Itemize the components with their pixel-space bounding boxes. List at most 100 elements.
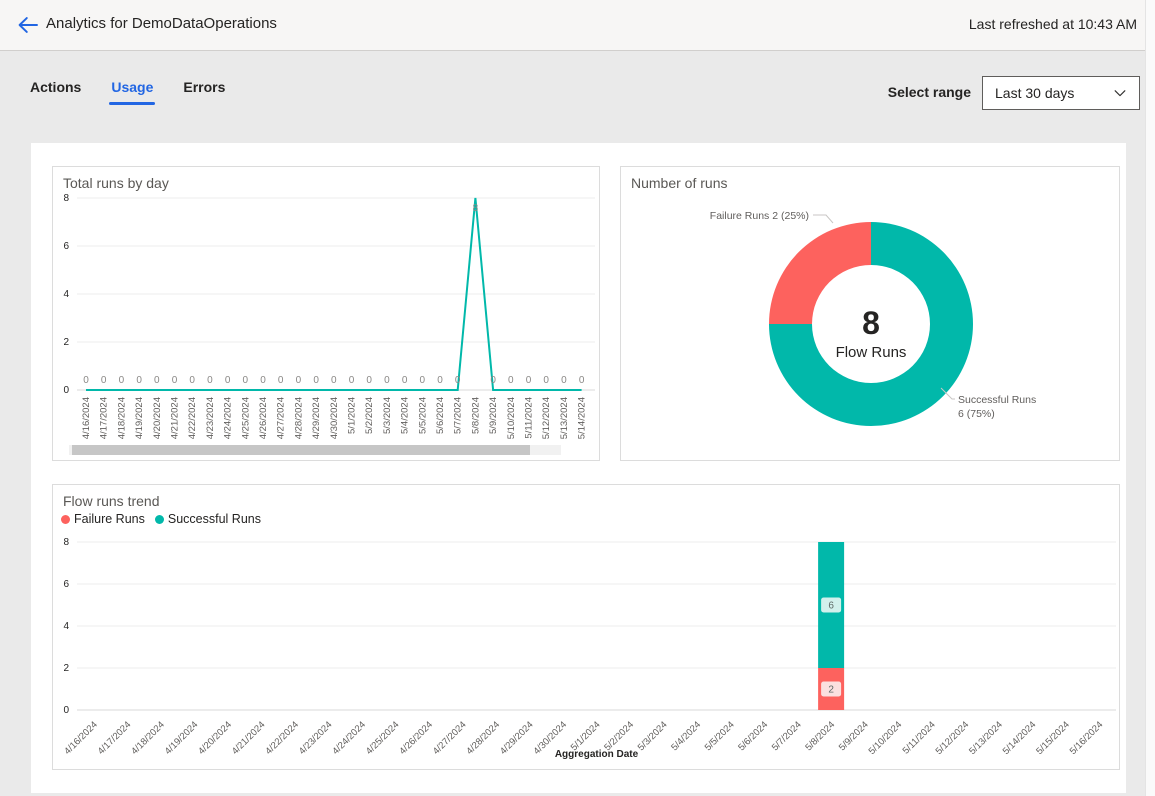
svg-text:8: 8 [473, 203, 479, 214]
page-vertical-scrollbar[interactable] [1145, 0, 1155, 796]
failure-label-leader-line [813, 214, 834, 224]
success-label-leader-line [940, 387, 955, 400]
back-arrow-icon[interactable] [16, 13, 40, 37]
svg-text:0: 0 [154, 375, 160, 386]
svg-text:4/23/2024: 4/23/2024 [297, 719, 335, 757]
tab-actions[interactable]: Actions [30, 79, 82, 95]
svg-text:5/1/2024: 5/1/2024 [347, 397, 358, 434]
svg-text:Successful Runs: Successful Runs [958, 394, 1036, 406]
svg-text:6: 6 [828, 601, 834, 612]
range-dropdown[interactable]: Last 30 days [982, 76, 1140, 110]
svg-text:5/14/2024: 5/14/2024 [577, 397, 588, 439]
svg-text:4/27/2024: 4/27/2024 [431, 719, 469, 757]
gridlines [77, 541, 1116, 711]
svg-text:4/30/2024: 4/30/2024 [329, 397, 340, 439]
card-title-flow-runs-trend: Flow runs trend [63, 493, 160, 509]
svg-text:5/9/2024: 5/9/2024 [837, 719, 871, 753]
svg-text:8: 8 [63, 537, 69, 548]
donut-slices [769, 222, 973, 426]
svg-text:4: 4 [63, 289, 69, 300]
bar-value-badge [821, 681, 842, 697]
svg-text:4/17/2024: 4/17/2024 [99, 397, 110, 439]
flow-runs-trend-card: Flow runs trend Failure Runs Successful … [52, 484, 1120, 770]
svg-text:4/20/2024: 4/20/2024 [196, 719, 234, 757]
svg-text:0: 0 [278, 375, 284, 386]
svg-text:5/3/2024: 5/3/2024 [636, 719, 670, 753]
svg-text:4/26/2024: 4/26/2024 [397, 719, 435, 757]
svg-text:0: 0 [490, 375, 496, 386]
svg-text:4/22/2024: 4/22/2024 [187, 397, 198, 439]
svg-text:5/10/2024: 5/10/2024 [506, 397, 517, 439]
svg-text:5/9/2024: 5/9/2024 [488, 397, 499, 434]
svg-text:8: 8 [63, 193, 69, 204]
svg-text:5/4/2024: 5/4/2024 [669, 719, 703, 753]
svg-text:5/4/2024: 5/4/2024 [400, 397, 411, 434]
svg-text:0: 0 [331, 375, 337, 386]
svg-text:5/6/2024: 5/6/2024 [435, 397, 446, 434]
svg-text:0: 0 [243, 375, 249, 386]
card-title-number-of-runs: Number of runs [631, 175, 728, 191]
svg-text:2: 2 [828, 685, 834, 696]
tab-usage[interactable]: Usage [109, 79, 156, 105]
svg-text:5/14/2024: 5/14/2024 [1001, 719, 1039, 757]
svg-text:Failure Runs 2 (25%): Failure Runs 2 (25%) [710, 210, 809, 222]
svg-text:6: 6 [63, 241, 69, 252]
svg-text:0: 0 [63, 705, 69, 716]
svg-text:5/3/2024: 5/3/2024 [382, 397, 393, 434]
svg-text:4/25/2024: 4/25/2024 [364, 719, 402, 757]
svg-text:4/22/2024: 4/22/2024 [263, 719, 301, 757]
svg-text:5/10/2024: 5/10/2024 [867, 719, 905, 757]
donut-center-label: Flow Runs [836, 344, 907, 361]
svg-text:5/16/2024: 5/16/2024 [1068, 719, 1106, 757]
svg-text:4: 4 [63, 621, 69, 632]
svg-text:0: 0 [225, 375, 231, 386]
svg-text:0: 0 [101, 375, 107, 386]
legend-label-success: Successful Runs [167, 512, 261, 526]
svg-text:0: 0 [260, 375, 266, 386]
svg-text:5/11/2024: 5/11/2024 [524, 397, 535, 439]
total-runs-series-line [86, 197, 582, 391]
donut-slice-failure-runs [769, 222, 871, 324]
svg-text:5/8/2024: 5/8/2024 [803, 719, 837, 753]
svg-text:0: 0 [561, 375, 567, 386]
header: Analytics for DemoDataOperations Last re… [0, 0, 1155, 51]
svg-text:5/5/2024: 5/5/2024 [703, 719, 737, 753]
legend-dot-failure [61, 514, 70, 524]
svg-text:0: 0 [579, 375, 585, 386]
svg-text:4/24/2024: 4/24/2024 [223, 397, 234, 439]
svg-text:0: 0 [83, 375, 89, 386]
svg-text:0: 0 [455, 375, 461, 386]
svg-text:4/27/2024: 4/27/2024 [276, 397, 287, 439]
svg-text:4/29/2024: 4/29/2024 [311, 397, 322, 439]
range-dropdown-value: Last 30 days [995, 85, 1075, 101]
svg-text:0: 0 [207, 375, 213, 386]
svg-text:4/16/2024: 4/16/2024 [81, 397, 92, 439]
svg-text:5/7/2024: 5/7/2024 [453, 397, 464, 434]
svg-text:5/5/2024: 5/5/2024 [417, 397, 428, 434]
svg-text:4/19/2024: 4/19/2024 [163, 719, 201, 757]
svg-text:5/13/2024: 5/13/2024 [967, 719, 1005, 757]
svg-text:4/17/2024: 4/17/2024 [96, 719, 134, 757]
svg-text:4/21/2024: 4/21/2024 [170, 397, 181, 439]
svg-text:0: 0 [508, 375, 514, 386]
svg-text:4/20/2024: 4/20/2024 [152, 397, 163, 439]
svg-text:0: 0 [136, 375, 142, 386]
x-axis-title: Aggregation Date [555, 749, 639, 760]
last-refreshed-text: Last refreshed at 10:43 AM [968, 16, 1137, 32]
tab-errors[interactable]: Errors [183, 79, 226, 95]
svg-text:4/19/2024: 4/19/2024 [134, 397, 145, 439]
svg-text:5/12/2024: 5/12/2024 [934, 719, 972, 757]
h-scrollbar-thumb[interactable] [72, 445, 530, 455]
svg-text:0: 0 [63, 385, 69, 396]
svg-text:0: 0 [172, 375, 178, 386]
svg-text:5/8/2024: 5/8/2024 [470, 397, 481, 434]
svg-text:0: 0 [420, 375, 426, 386]
svg-text:4/21/2024: 4/21/2024 [230, 719, 268, 757]
svg-text:5/15/2024: 5/15/2024 [1034, 719, 1072, 757]
svg-text:4/26/2024: 4/26/2024 [258, 397, 269, 439]
donut-center-value: 8 [862, 305, 880, 341]
svg-text:0: 0 [296, 375, 302, 386]
svg-text:5/2/2024: 5/2/2024 [364, 397, 375, 434]
legend-item-failure-runs: Failure Runs [61, 512, 145, 526]
